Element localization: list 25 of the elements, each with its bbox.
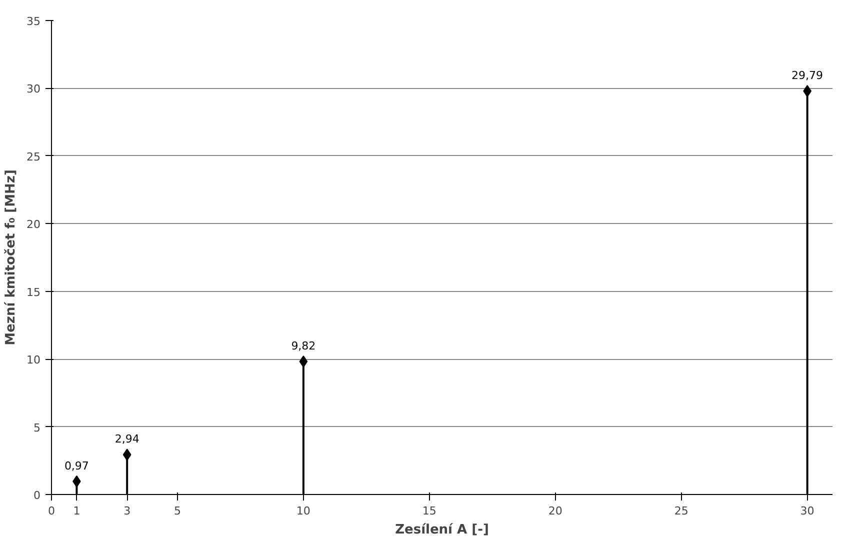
y-tick-label: 10 bbox=[26, 354, 41, 367]
data-label: 29,79 bbox=[792, 69, 824, 82]
x-axis-title: Zesílení A [-] bbox=[395, 522, 489, 538]
x-tick-label: 15 bbox=[422, 504, 436, 518]
x-tick-label: 3 bbox=[124, 504, 131, 518]
x-tick-label: 20 bbox=[548, 504, 562, 518]
y-tick-label: 35 bbox=[26, 15, 41, 28]
data-label: 2,94 bbox=[114, 432, 140, 446]
y-tick-label: 25 bbox=[26, 150, 41, 164]
y-tick-label: 0 bbox=[34, 489, 40, 502]
data-label: 0,97 bbox=[64, 459, 89, 472]
x-tick-label: 30 bbox=[800, 504, 814, 518]
data-label: 9,82 bbox=[291, 340, 316, 353]
y-tick-label: 30 bbox=[26, 82, 41, 96]
x-tick-label: 25 bbox=[674, 504, 688, 518]
point bbox=[299, 356, 308, 368]
y-tick-label: 5 bbox=[34, 421, 40, 434]
x-tick-label: 5 bbox=[174, 504, 181, 518]
point bbox=[122, 448, 132, 461]
x-tick-label: 10 bbox=[296, 504, 310, 518]
y-axis-title: Mezní kmitočet f₀ [MHz] bbox=[4, 170, 19, 346]
x-tick-label: 0 bbox=[48, 504, 55, 518]
y-tick-label: 20 bbox=[26, 218, 41, 232]
y-tick-label: 15 bbox=[26, 286, 41, 299]
x-tick-label: 1 bbox=[73, 504, 80, 518]
